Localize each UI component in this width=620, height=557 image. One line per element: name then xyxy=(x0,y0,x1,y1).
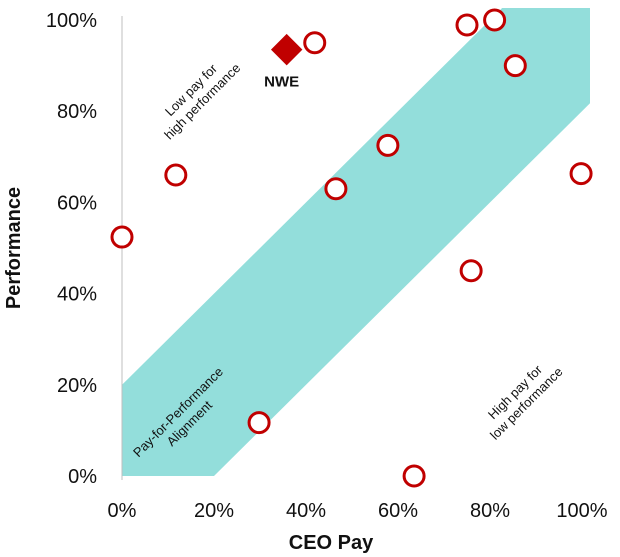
y-tick-label: 100% xyxy=(46,10,97,32)
peer-point xyxy=(569,162,593,186)
x-tick-label: 40% xyxy=(286,500,326,522)
peer-point xyxy=(164,163,188,187)
x-tick-label: 80% xyxy=(470,500,510,522)
data-points xyxy=(110,8,593,488)
peer-point xyxy=(459,259,483,283)
peer-point xyxy=(324,177,348,201)
peer-point xyxy=(247,411,271,435)
y-tick-label: 0% xyxy=(68,466,97,488)
y-tick-label: 60% xyxy=(57,192,97,214)
peer-point xyxy=(455,13,479,37)
nwe-point xyxy=(270,33,303,66)
x-axis-title: CEO Pay xyxy=(289,532,374,554)
x-tick-label: 100% xyxy=(556,500,607,522)
peer-point xyxy=(110,225,134,249)
nwe-label: NWE xyxy=(264,74,299,91)
alignment-band xyxy=(122,8,590,476)
x-tick-labels: 0% 20% 40% 60% 80% 100% xyxy=(108,500,608,522)
x-tick-label: 60% xyxy=(378,500,418,522)
y-tick-labels: 0% 20% 40% 60% 80% 100% xyxy=(46,10,97,488)
y-axis-title: Performance xyxy=(3,187,25,309)
peer-point xyxy=(483,8,507,32)
peer-point xyxy=(303,31,327,55)
x-tick-label: 20% xyxy=(194,500,234,522)
y-tick-label: 20% xyxy=(57,375,97,397)
y-tick-label: 80% xyxy=(57,101,97,123)
peer-point xyxy=(376,133,400,157)
peer-point xyxy=(503,54,527,78)
y-tick-label: 40% xyxy=(57,284,97,306)
peer-point xyxy=(402,464,426,488)
x-tick-label: 0% xyxy=(108,500,137,522)
